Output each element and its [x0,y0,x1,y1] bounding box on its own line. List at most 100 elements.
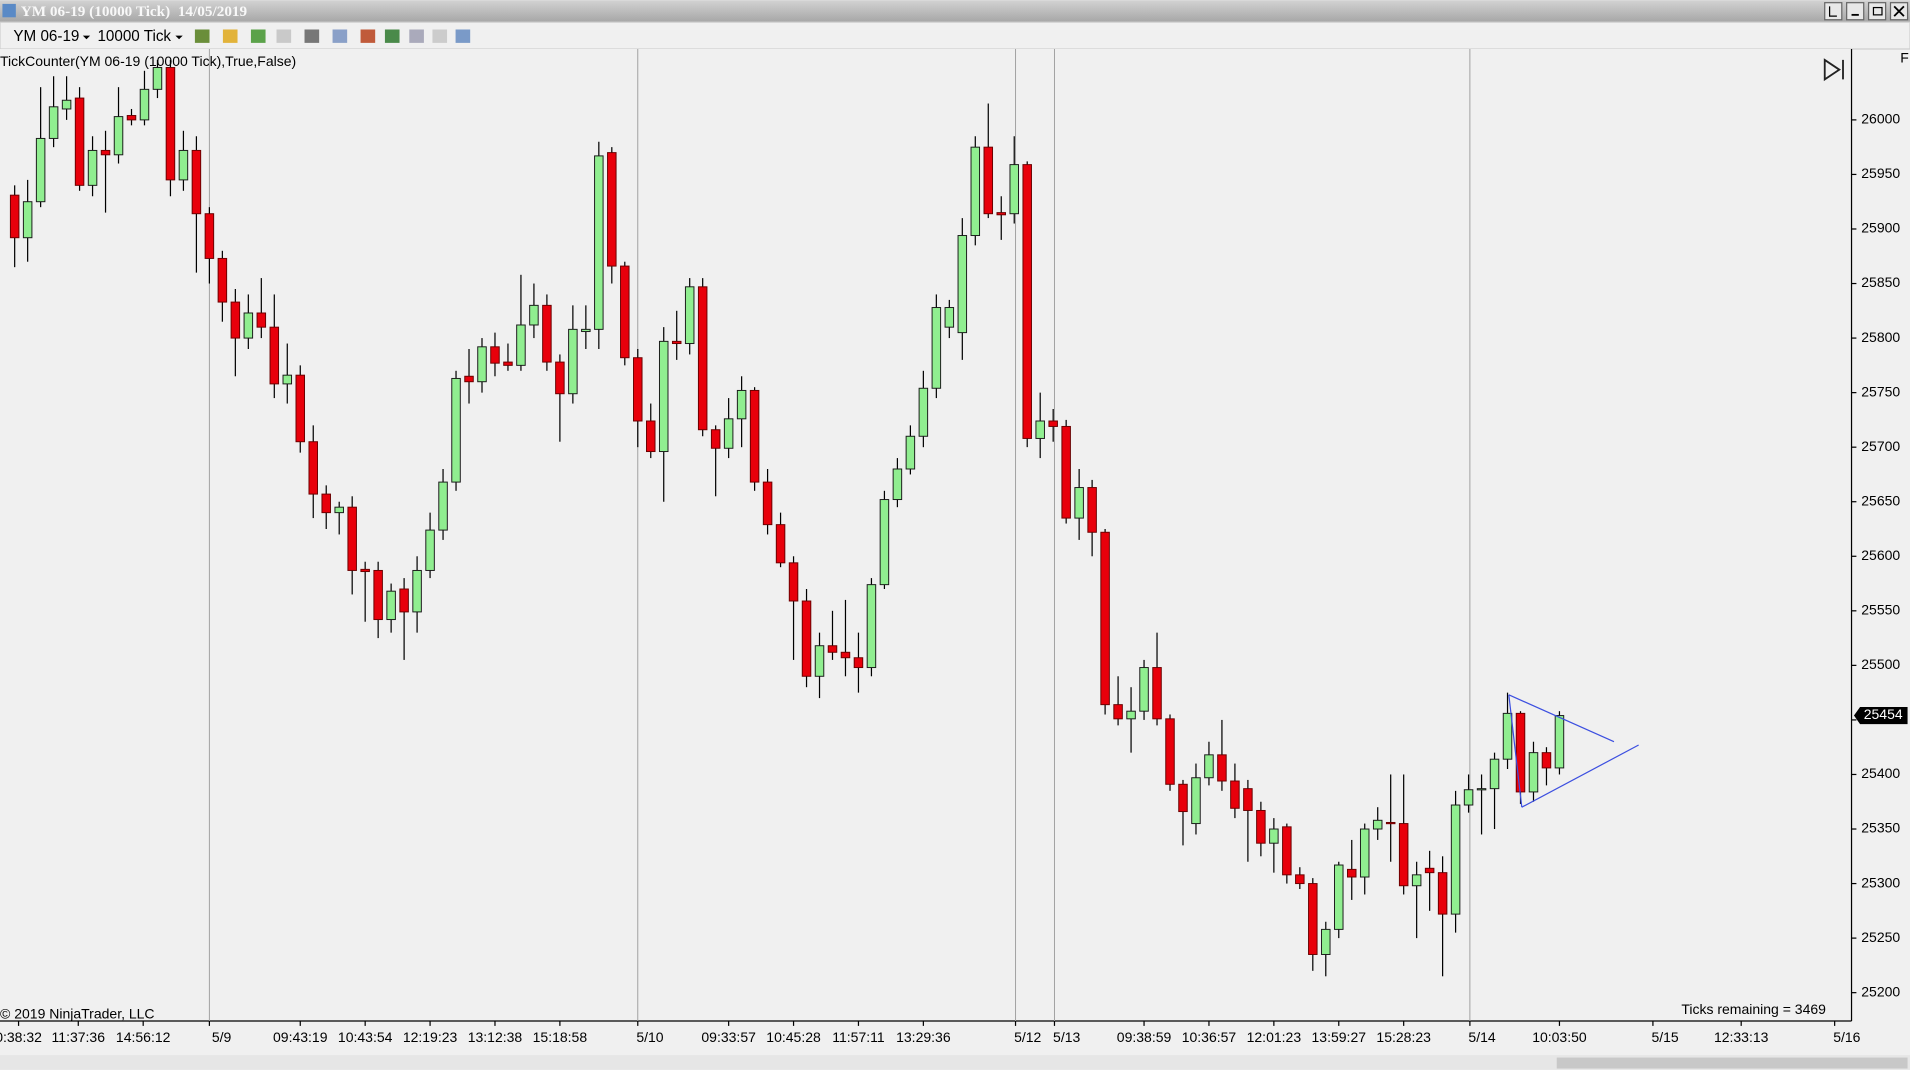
y-tick-label: 25550 [1861,602,1900,618]
y-tick-label: 25600 [1861,547,1900,563]
candle-body [1061,425,1071,519]
candle-body [308,441,318,495]
candle-body [1385,821,1396,825]
tool-icon[interactable] [360,29,376,43]
tool-icon[interactable] [222,29,238,43]
copyright: © 2019 NinjaTrader, LLC [0,1006,155,1022]
candle-body [425,529,435,571]
candle-body [1178,783,1188,813]
candle-body [918,387,929,437]
x-tick-label: 5/14 [1468,1029,1495,1045]
candle-body [451,377,461,483]
candle-body [983,146,994,215]
title-bar [0,0,1910,23]
x-tick-label: 0:38:32 [0,1029,42,1045]
candle-body [749,389,760,483]
app-icon [2,3,16,18]
tool-icon[interactable] [432,29,448,43]
candle-body [126,115,137,121]
scrollbar[interactable] [0,1055,1910,1070]
trend-line [1508,694,1523,808]
ticks-remaining: Ticks remaining = 3469 [1681,1001,1826,1017]
x-tick-label: 13:12:38 [468,1029,523,1045]
icon [1872,6,1883,16]
candle-body [1087,487,1097,533]
tool-icon[interactable] [194,29,210,43]
x-tick-label: 5/12 [1014,1029,1041,1045]
candle-body [1554,715,1565,769]
scroll-end-button[interactable] [1823,58,1844,82]
candle-body [1282,826,1292,876]
candle-body [697,286,708,431]
candle-body [646,420,656,453]
candle-body [1243,788,1253,811]
x-tick-label: 5/13 [1053,1029,1080,1045]
restore-button[interactable] [1867,2,1887,21]
x-tick-label: 09:38:59 [1117,1029,1172,1045]
candle-body [1126,710,1136,720]
candle-body [412,569,422,613]
y-tick-label: 25650 [1861,492,1900,508]
candle-body [775,524,786,564]
candle-body [736,389,747,420]
x-tick-label: 5/15 [1651,1029,1678,1045]
candle-body [373,569,383,621]
candle-body [477,346,487,383]
candle-body [853,657,864,669]
candle-body [295,374,306,443]
candle-body [1437,872,1448,915]
candle-body [503,361,513,366]
window-buttons[interactable] [1824,2,1909,21]
scroll-thumb[interactable] [1556,1057,1908,1069]
candle-body [970,146,981,237]
x-tick-label: 12:19:23 [403,1029,458,1045]
button[interactable] [1824,2,1843,21]
candle-body [1476,788,1487,791]
candle-body [555,361,565,395]
y-tick-label: 25850 [1861,274,1900,290]
candle-body [1308,883,1318,955]
candle-body [1035,420,1045,439]
candle-body [529,304,539,326]
candle-body [1217,754,1227,782]
candle-body [1515,712,1526,793]
y-tick-label: 25700 [1861,438,1900,454]
instrument-selector[interactable]: YM 06-19 [13,28,79,45]
tool-icon[interactable] [276,29,292,43]
x-tick-label: 11:37:36 [52,1029,106,1045]
y-tick-label: 25900 [1861,220,1900,236]
x-tick-label: 5/16 [1833,1029,1860,1045]
candle-body [1295,874,1305,885]
tool-icon[interactable] [250,29,266,43]
candle-body [1346,868,1357,878]
candle-body [1165,718,1175,785]
candle-body [892,468,903,501]
candle-body [1450,804,1461,915]
candle-body [542,304,552,363]
tool-icon[interactable] [409,29,424,43]
candle-body [100,149,111,156]
tool-icon[interactable] [304,29,320,43]
candle-body [658,340,669,453]
y-tick-label: 25400 [1861,765,1900,781]
toolbar-icons[interactable] [194,29,471,43]
tool-icon[interactable] [455,29,471,43]
tool-icon[interactable] [384,29,400,43]
y-tick-label: 25300 [1861,874,1900,890]
candle-body [568,328,578,395]
tool-icon[interactable] [332,29,348,43]
last-price-marker [1853,707,1908,725]
candle-body [710,429,721,449]
candle-body [944,307,955,328]
candle-body [905,435,916,470]
candle-body [581,328,591,333]
x-tick-label: 5/10 [636,1029,663,1045]
minimize-button[interactable] [1846,2,1865,21]
interval-selector[interactable]: 10000 Tick [97,28,171,45]
x-tick-label: 12:33:13 [1714,1029,1769,1045]
candle-body [684,286,695,345]
candle-body [152,67,163,90]
candle-body [594,155,604,330]
